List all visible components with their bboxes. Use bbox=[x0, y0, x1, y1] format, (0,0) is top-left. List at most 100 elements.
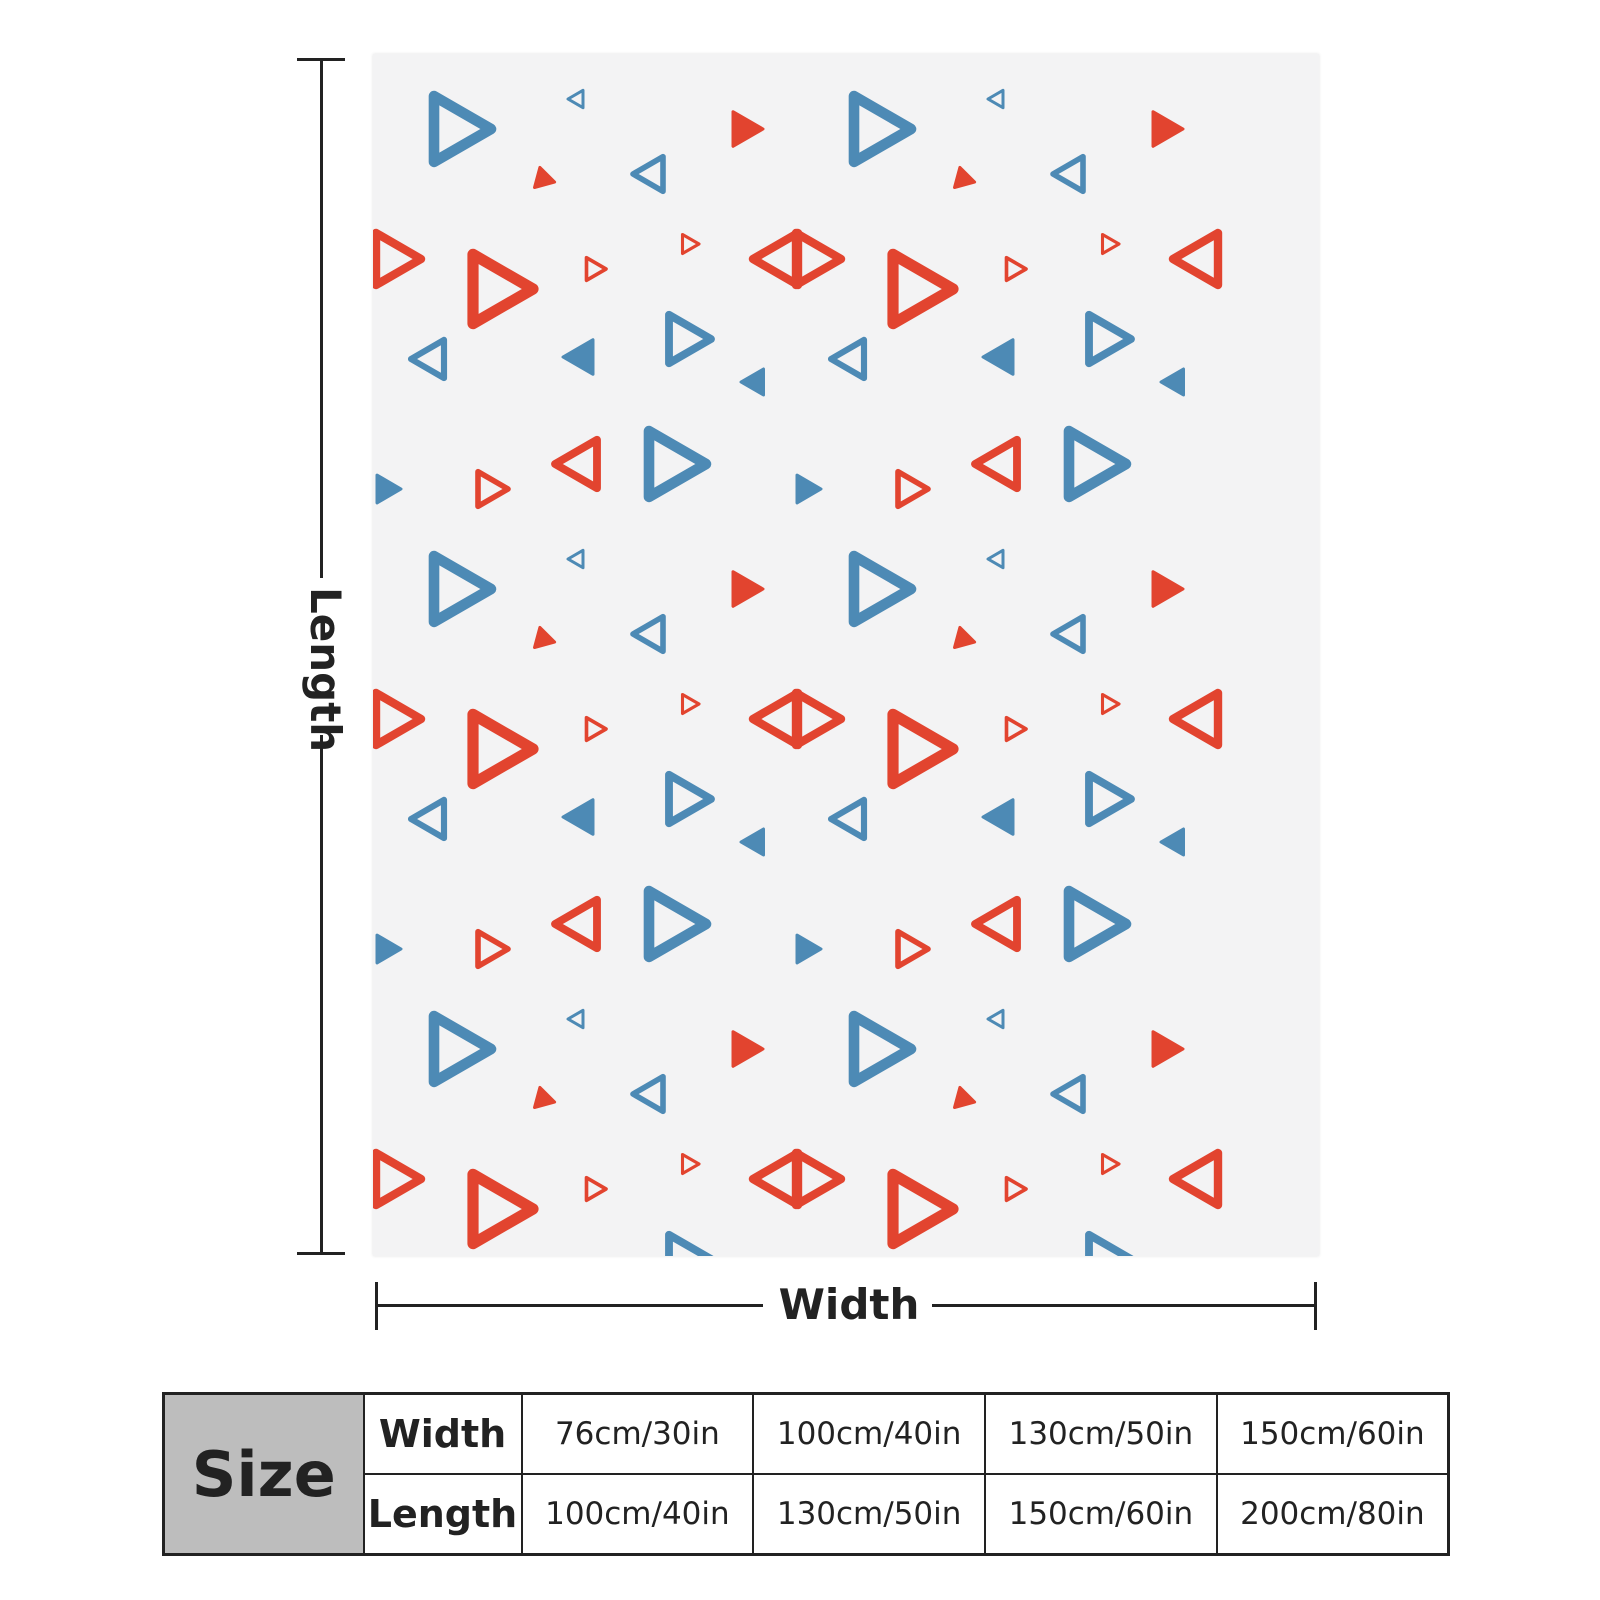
triangle-icon bbox=[848, 90, 917, 168]
triangle-icon bbox=[791, 228, 846, 290]
triangle-icon bbox=[1085, 1230, 1134, 1256]
triangle-icon bbox=[1168, 228, 1223, 290]
size-table: Size Width 76cm/30in 100cm/40in 130cm/50… bbox=[162, 1392, 1450, 1556]
triangle-icon bbox=[895, 468, 931, 510]
triangle-icon bbox=[561, 338, 595, 376]
triangle-icon bbox=[848, 1010, 917, 1088]
triangle-icon bbox=[986, 88, 1005, 110]
triangle-icon bbox=[1151, 1030, 1185, 1068]
triangle-icon bbox=[643, 425, 712, 503]
triangle-icon bbox=[467, 708, 539, 790]
triangle-icon bbox=[467, 248, 539, 330]
triangle-icon bbox=[791, 688, 846, 750]
size-cell: 130cm/50in bbox=[984, 1392, 1218, 1475]
size-cell: 150cm/60in bbox=[1215, 1392, 1450, 1475]
triangle-icon bbox=[407, 796, 448, 842]
triangle-icon bbox=[551, 895, 601, 953]
triangle-icon bbox=[407, 336, 448, 382]
size-cell: 150cm/60in bbox=[984, 1473, 1218, 1556]
triangle-icon bbox=[551, 435, 601, 493]
size-cell: 200cm/80in bbox=[1215, 1473, 1450, 1556]
triangle-icon bbox=[1063, 425, 1132, 503]
length-line-lower bbox=[320, 735, 323, 1253]
triangle-icon bbox=[1004, 1175, 1028, 1203]
triangle-icon bbox=[827, 796, 868, 842]
size-cell: 130cm/50in bbox=[752, 1473, 986, 1556]
triangle-icon bbox=[428, 550, 497, 628]
width-cap-right bbox=[1314, 1282, 1317, 1330]
triangle-icon bbox=[584, 715, 608, 743]
triangle-icon bbox=[1168, 1148, 1223, 1210]
triangle-icon bbox=[533, 1085, 557, 1109]
triangle-icon bbox=[981, 338, 1015, 376]
triangle-icon bbox=[986, 1008, 1005, 1030]
triangle-icon bbox=[981, 798, 1015, 836]
triangle-icon bbox=[953, 1085, 977, 1109]
triangle-pattern bbox=[373, 54, 1319, 1256]
triangle-icon bbox=[375, 933, 403, 965]
triangle-icon bbox=[1151, 570, 1185, 608]
triangle-icon bbox=[1159, 367, 1185, 397]
triangle-icon bbox=[373, 228, 426, 290]
triangle-icon bbox=[643, 885, 712, 963]
size-cell: 100cm/40in bbox=[752, 1392, 986, 1475]
triangle-icon bbox=[680, 692, 701, 716]
triangle-icon bbox=[630, 153, 666, 195]
triangle-icon bbox=[827, 336, 868, 382]
size-cell: 76cm/30in bbox=[520, 1392, 755, 1475]
triangle-icon bbox=[731, 110, 765, 148]
blanket-image bbox=[373, 54, 1319, 1256]
triangle-icon bbox=[1004, 715, 1028, 743]
triangle-icon bbox=[895, 928, 931, 970]
blanket-fabric bbox=[373, 54, 1319, 1256]
row-label-length: Length bbox=[362, 1473, 523, 1556]
triangle-icon bbox=[739, 827, 765, 857]
triangle-icon bbox=[665, 770, 715, 828]
width-label: Width bbox=[775, 1284, 923, 1326]
triangle-icon bbox=[475, 928, 511, 970]
size-row-length: Length 100cm/40in 130cm/50in 150cm/60in … bbox=[164, 1473, 1450, 1556]
triangle-icon bbox=[1085, 310, 1135, 368]
size-header: Size bbox=[162, 1392, 365, 1556]
triangle-icon bbox=[1050, 1073, 1086, 1115]
triangle-icon bbox=[1050, 613, 1086, 655]
triangle-icon bbox=[680, 1152, 701, 1176]
triangle-icon bbox=[791, 1148, 846, 1210]
triangle-icon bbox=[630, 613, 666, 655]
size-cell: 100cm/40in bbox=[520, 1473, 755, 1556]
triangle-icon bbox=[986, 548, 1005, 570]
triangle-icon bbox=[971, 895, 1021, 953]
triangle-icon bbox=[795, 473, 823, 505]
triangle-icon bbox=[373, 688, 426, 750]
row-label-width: Width bbox=[362, 1392, 523, 1475]
triangle-icon bbox=[887, 1168, 959, 1250]
triangle-icon bbox=[731, 570, 765, 608]
length-cap-bottom bbox=[297, 1252, 345, 1255]
triangle-icon bbox=[1063, 885, 1132, 963]
triangle-icon bbox=[533, 625, 557, 649]
triangle-icon bbox=[566, 1008, 585, 1030]
triangle-icon bbox=[584, 255, 608, 283]
triangle-icon bbox=[665, 1230, 714, 1256]
triangle-icon bbox=[373, 1148, 426, 1210]
triangle-icon bbox=[953, 625, 977, 649]
triangle-icon bbox=[533, 165, 557, 189]
triangle-icon bbox=[739, 367, 765, 397]
triangle-icon bbox=[1100, 1152, 1121, 1176]
triangle-icon bbox=[1100, 692, 1121, 716]
triangle-icon bbox=[475, 468, 511, 510]
triangle-icon bbox=[887, 248, 959, 330]
length-label: Length bbox=[301, 587, 350, 753]
triangle-icon bbox=[375, 473, 403, 505]
triangle-icon bbox=[566, 88, 585, 110]
triangle-icon bbox=[566, 548, 585, 570]
size-row-width: Size Width 76cm/30in 100cm/40in 130cm/50… bbox=[162, 1392, 1450, 1556]
triangle-icon bbox=[795, 933, 823, 965]
triangle-icon bbox=[887, 708, 959, 790]
triangle-icon bbox=[848, 550, 917, 628]
triangle-icon bbox=[1151, 110, 1185, 148]
triangle-icon bbox=[584, 1175, 608, 1203]
triangle-icon bbox=[428, 90, 497, 168]
triangle-icon bbox=[971, 435, 1021, 493]
triangle-icon bbox=[1085, 770, 1135, 828]
